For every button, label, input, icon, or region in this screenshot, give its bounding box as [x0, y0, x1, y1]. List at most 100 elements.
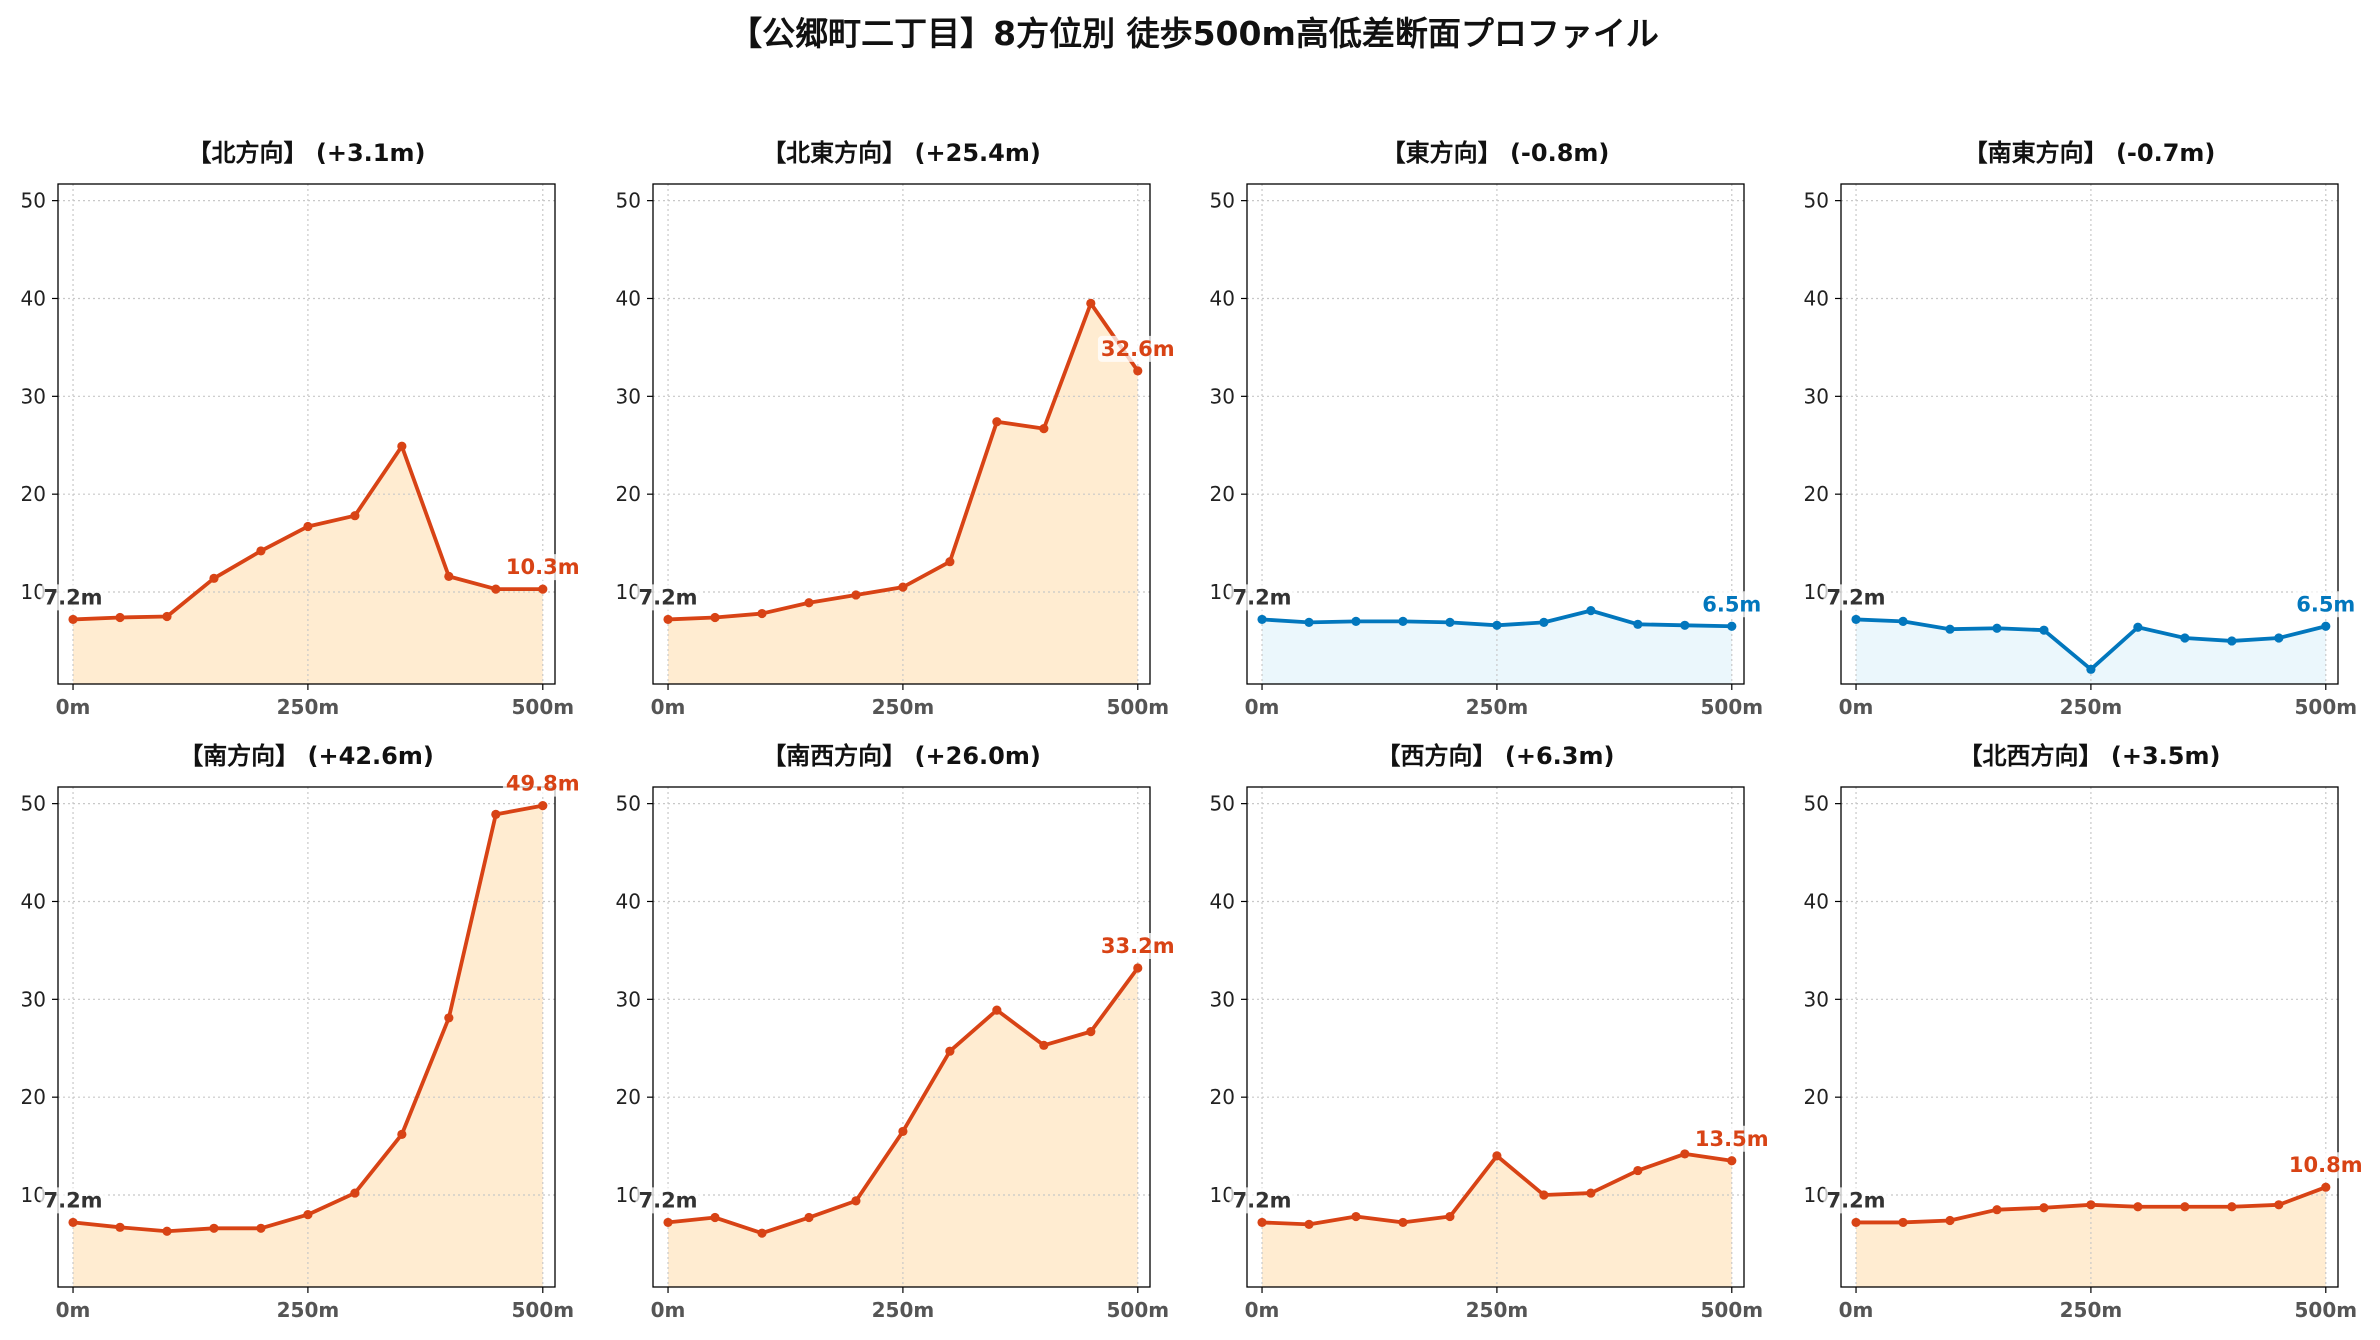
x-tick-label: 0m [1245, 1298, 1280, 1322]
data-point [1539, 617, 1549, 627]
y-tick-label: 50 [21, 792, 46, 816]
data-point [757, 1228, 767, 1238]
data-point [710, 612, 720, 623]
data-point [1257, 1217, 1267, 1228]
y-tick-label: 30 [616, 384, 641, 408]
data-point [2227, 636, 2237, 646]
y-tick-label: 20 [616, 482, 641, 506]
data-point [663, 614, 673, 625]
annotation-background [635, 584, 701, 611]
axes-frame [652, 786, 1151, 1288]
axes-frame [1840, 786, 2339, 1288]
y-tick-label: 20 [1804, 1085, 1829, 1109]
end-elevation-label: 33.2m [1101, 934, 1175, 958]
panel-title: 【東方向】 (-0.8m) [1382, 139, 1610, 167]
data-point [945, 1046, 955, 1056]
data-point [1633, 619, 1643, 629]
y-tick-label: 20 [21, 1085, 46, 1109]
panel-title: 【南東方向】 (-0.7m) [1964, 139, 2216, 167]
data-point [2274, 633, 2284, 643]
y-tick-label: 50 [21, 189, 46, 213]
x-tick-label: 500m [511, 1298, 574, 1322]
data-point [1351, 1211, 1361, 1222]
annotation-background [1823, 1187, 1889, 1214]
x-tick-label: 500m [1700, 1298, 1763, 1322]
data-point [898, 1126, 908, 1137]
start-elevation-label: 7.2m [638, 585, 697, 609]
data-point [162, 611, 172, 622]
data-point [663, 1217, 673, 1228]
data-point [1945, 1215, 1955, 1226]
y-tick-label: 50 [1804, 792, 1829, 816]
data-point [2133, 622, 2143, 632]
data-point [757, 608, 767, 619]
data-point [1398, 1217, 1408, 1228]
data-point [1992, 623, 2002, 633]
x-tick-label: 250m [2060, 695, 2123, 719]
start-elevation-label: 7.2m [43, 585, 102, 609]
start-elevation-label: 7.2m [1826, 1188, 1885, 1212]
data-point [2133, 1202, 2143, 1212]
data-point [444, 571, 454, 581]
y-tick-label: 40 [616, 286, 641, 310]
y-tick-label: 30 [1210, 384, 1235, 408]
end-elevation-label: 10.8m [2289, 1153, 2363, 1177]
data-point [2321, 1182, 2331, 1192]
data-point [804, 1212, 814, 1223]
data-point [804, 598, 814, 608]
data-point [1727, 621, 1737, 631]
end-elevation-label: 13.5m [1695, 1127, 1769, 1151]
data-point [945, 557, 955, 567]
data-point [68, 1217, 78, 1228]
area-fill [668, 968, 1138, 1287]
end-elevation-label: 10.3m [506, 555, 580, 579]
figure-title: 【公郷町二丁目】8方位別 徒歩500m高低差断面プロファイル [729, 14, 1659, 53]
data-point [1039, 424, 1049, 434]
axes-frame [57, 786, 556, 1288]
data-point [1680, 620, 1690, 630]
start-elevation-label: 7.2m [43, 1188, 102, 1212]
data-point [397, 1129, 407, 1139]
data-point [1304, 1219, 1314, 1229]
end-elevation-label: 6.5m [1702, 592, 1761, 616]
y-tick-label: 40 [21, 889, 46, 913]
y-tick-label: 30 [616, 987, 641, 1011]
data-point [1945, 624, 1955, 634]
area-fill [1856, 619, 2326, 684]
data-point [898, 582, 908, 592]
x-tick-label: 250m [1466, 695, 1529, 719]
annotation-background [2285, 1152, 2366, 1179]
area-fill [668, 303, 1138, 684]
y-tick-label: 40 [1210, 889, 1235, 913]
area-fill [1262, 610, 1732, 684]
y-tick-label: 20 [616, 1085, 641, 1109]
y-tick-label: 50 [1210, 189, 1235, 213]
data-point [1898, 616, 1908, 626]
data-point [710, 1212, 720, 1223]
y-tick-label: 30 [1804, 987, 1829, 1011]
annotation-background [502, 770, 583, 797]
data-point [1586, 1188, 1596, 1198]
x-tick-label: 500m [1106, 695, 1169, 719]
x-tick-label: 0m [56, 695, 91, 719]
data-point [1445, 1211, 1455, 1222]
data-point [1680, 1149, 1690, 1159]
data-point [2180, 633, 2190, 643]
annotation-background [1823, 584, 1889, 611]
x-tick-label: 250m [1466, 1298, 1529, 1322]
annotation-background [1229, 1187, 1295, 1214]
x-tick-label: 0m [56, 1298, 91, 1322]
annotation-background [1699, 591, 1765, 618]
data-point [1257, 614, 1267, 625]
axes-frame [57, 183, 556, 685]
data-point [397, 441, 407, 451]
data-point [2086, 664, 2096, 674]
data-point [1492, 620, 1502, 630]
x-tick-label: 250m [277, 1298, 340, 1322]
y-tick-label: 40 [1804, 889, 1829, 913]
data-point [2039, 625, 2049, 635]
data-point [1633, 1165, 1643, 1176]
